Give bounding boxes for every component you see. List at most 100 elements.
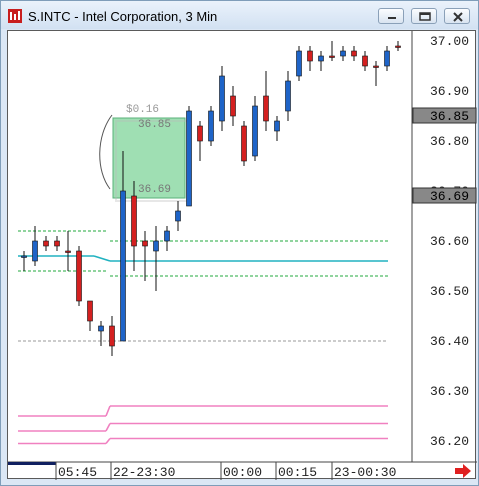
- measure-delta-label: $0.16: [126, 104, 159, 116]
- candle-body: [351, 50, 357, 57]
- candle: [164, 226, 170, 251]
- candle-body: [395, 45, 401, 48]
- candle: [131, 181, 137, 271]
- candle-body: [318, 55, 324, 62]
- candle-body: [186, 110, 192, 207]
- vwap-line: [93, 255, 111, 262]
- candle-body: [340, 50, 346, 57]
- x-tick-label: 22-23:30: [113, 465, 175, 480]
- candle-body: [384, 50, 390, 67]
- x-tick-label: 00:00: [223, 465, 262, 480]
- candle: [175, 201, 181, 231]
- candle: [395, 41, 401, 51]
- candle-body: [307, 50, 313, 62]
- pink-level-line: [105, 438, 111, 444]
- candle: [329, 41, 335, 61]
- candle-body: [153, 240, 159, 252]
- price-axis: 37.00 36.90 36.80 36.70 36.60 36.50 36.4…: [430, 34, 469, 449]
- candle: [98, 321, 104, 346]
- candle: [43, 236, 49, 251]
- minimize-icon: [388, 17, 396, 19]
- candle-body: [54, 240, 60, 247]
- candle: [384, 46, 390, 71]
- x-tick-label: 00:15: [278, 465, 317, 480]
- x-tick-label: 05:45: [58, 465, 97, 480]
- candle: [296, 46, 302, 81]
- candle: [21, 251, 27, 271]
- pink-level-line: [105, 405, 111, 417]
- pink-level-line: [105, 423, 111, 432]
- candle-body: [120, 190, 126, 342]
- minimize-button[interactable]: [378, 8, 404, 24]
- candle: [318, 51, 324, 71]
- y-tick-label: 36.80: [430, 134, 469, 149]
- y-tick-label: 36.50: [430, 284, 469, 299]
- measure-box: [112, 117, 186, 199]
- time-axis: 05:45 22-23:30 00:00 00:15 23-00:30: [55, 462, 396, 480]
- title-bar[interactable]: S.INTC - Intel Corporation, 3 Min: [1, 1, 478, 29]
- measure-arc: [99, 114, 113, 190]
- price-marker-low-label: 36.69: [430, 189, 469, 204]
- candle: [285, 71, 291, 121]
- price-marker-high: 36.85: [412, 107, 477, 124]
- time-axis-highlight: [8, 462, 56, 465]
- y-tick-label: 36.40: [430, 334, 469, 349]
- candle-body: [263, 95, 269, 122]
- candle-body: [131, 195, 137, 247]
- candle: [197, 121, 203, 161]
- price-marker-low: 36.69: [412, 187, 477, 204]
- candle-body: [285, 80, 291, 112]
- y-tick-label: 36.30: [430, 384, 469, 399]
- candle: [351, 46, 357, 61]
- candle: [219, 66, 225, 131]
- candle-body: [219, 75, 225, 122]
- candle: [65, 231, 71, 271]
- candle-body: [175, 210, 181, 222]
- candle-body: [98, 325, 104, 332]
- window-title: S.INTC - Intel Corporation, 3 Min: [28, 9, 218, 24]
- candle-body: [208, 110, 214, 142]
- candle: [307, 46, 313, 71]
- candle: [362, 51, 368, 71]
- price-marker-high-label: 36.85: [430, 109, 469, 124]
- candle-body: [329, 55, 335, 58]
- y-tick-label: 36.20: [430, 434, 469, 449]
- candle-body: [362, 55, 368, 67]
- candle-body: [32, 240, 38, 262]
- candle-body: [76, 250, 82, 302]
- app-icon: [8, 9, 22, 23]
- candle-body: [87, 300, 93, 322]
- candle: [142, 231, 148, 281]
- candle-body: [164, 230, 170, 242]
- candle: [109, 316, 115, 356]
- candle: [230, 86, 236, 126]
- candle: [120, 151, 126, 342]
- measure-low-label: 36.69: [138, 184, 171, 196]
- candle-body: [65, 250, 71, 253]
- candle: [87, 300, 93, 331]
- candle-body: [142, 240, 148, 247]
- candle: [186, 106, 192, 207]
- close-button[interactable]: [444, 8, 470, 24]
- candle-body: [274, 120, 280, 132]
- y-tick-label: 36.90: [430, 84, 469, 99]
- red-right-arrow-icon[interactable]: [455, 464, 471, 478]
- x-tick-label: 23-00:30: [334, 465, 396, 480]
- candle: [241, 121, 247, 166]
- price-chart[interactable]: $0.16 36.85 36.69 37.00 36.90 36.80 36.7…: [8, 31, 477, 480]
- candle-body: [373, 65, 379, 68]
- candle-body: [197, 125, 203, 142]
- candlesticks: [21, 41, 401, 356]
- candle: [263, 71, 269, 131]
- measure-tool[interactable]: $0.16 36.85 36.69: [99, 104, 191, 202]
- candle: [153, 226, 159, 291]
- chart-area[interactable]: $0.16 36.85 36.69 37.00 36.90 36.80 36.7…: [7, 30, 477, 480]
- candle: [274, 116, 280, 141]
- candle-body: [296, 50, 302, 77]
- y-tick-label: 37.00: [430, 34, 469, 49]
- candle-body: [21, 255, 27, 258]
- restore-button[interactable]: [411, 8, 437, 24]
- candle: [340, 46, 346, 61]
- indicator-lines: [18, 230, 388, 445]
